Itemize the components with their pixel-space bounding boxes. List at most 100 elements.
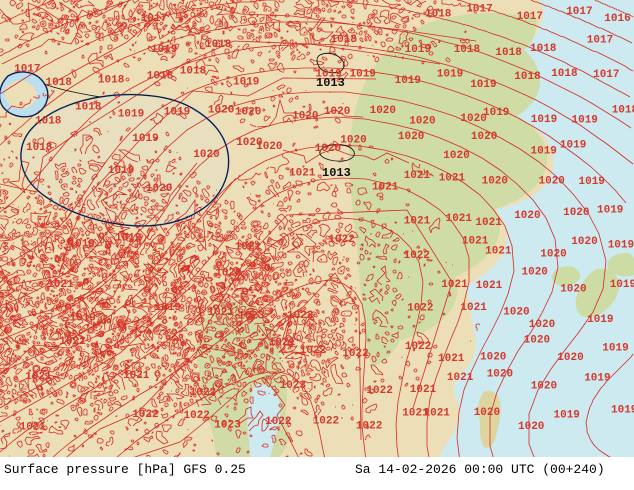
svg-text:1019: 1019 (602, 343, 628, 355)
svg-text:1022: 1022 (366, 385, 392, 397)
svg-text:1022: 1022 (328, 234, 354, 246)
svg-text:1021: 1021 (20, 421, 47, 433)
svg-text:1019: 1019 (554, 410, 580, 422)
svg-text:1019: 1019 (115, 232, 141, 244)
svg-text:1017: 1017 (593, 69, 619, 81)
svg-text:1021: 1021 (446, 213, 473, 225)
svg-text:1013: 1013 (322, 166, 351, 180)
svg-text:1019: 1019 (395, 75, 421, 87)
svg-text:1020: 1020 (235, 106, 261, 118)
svg-text:1022: 1022 (404, 250, 430, 262)
svg-text:1018: 1018 (35, 116, 62, 128)
svg-text:1021: 1021 (123, 370, 150, 382)
svg-text:1022: 1022 (287, 310, 313, 322)
svg-text:1020: 1020 (539, 175, 565, 187)
svg-text:1020: 1020 (529, 319, 555, 331)
svg-text:1020: 1020 (471, 131, 497, 143)
svg-text:1019: 1019 (579, 176, 605, 188)
svg-text:1020: 1020 (208, 104, 234, 116)
svg-text:1020: 1020 (563, 207, 589, 219)
svg-text:1022: 1022 (407, 302, 433, 314)
svg-text:1018: 1018 (147, 70, 174, 82)
svg-text:1022: 1022 (184, 410, 210, 422)
svg-text:1022: 1022 (132, 409, 158, 421)
svg-text:1020: 1020 (215, 267, 241, 279)
svg-text:1019: 1019 (164, 107, 190, 119)
svg-text:1021: 1021 (475, 217, 502, 229)
svg-text:1018: 1018 (26, 142, 53, 154)
svg-text:1021: 1021 (269, 337, 296, 349)
svg-text:1021: 1021 (485, 245, 512, 257)
svg-text:1021: 1021 (404, 170, 431, 182)
svg-text:1020: 1020 (474, 407, 500, 419)
svg-text:1019: 1019 (597, 205, 623, 217)
svg-text:1021: 1021 (438, 353, 465, 365)
svg-text:1018: 1018 (331, 34, 358, 46)
svg-text:1020: 1020 (324, 106, 350, 118)
svg-text:1018: 1018 (75, 101, 102, 113)
svg-text:1013: 1013 (316, 76, 345, 90)
svg-text:1020: 1020 (315, 143, 341, 155)
svg-text:1018: 1018 (98, 75, 125, 87)
svg-text:1020: 1020 (193, 149, 219, 161)
svg-text:1017: 1017 (566, 6, 592, 18)
svg-text:1023: 1023 (214, 420, 241, 432)
svg-text:1016: 1016 (604, 13, 630, 25)
svg-text:1021: 1021 (439, 173, 466, 185)
svg-text:1018: 1018 (530, 43, 557, 55)
svg-text:1019: 1019 (483, 107, 509, 119)
svg-text:1019: 1019 (560, 140, 586, 152)
svg-text:1019: 1019 (470, 79, 496, 91)
svg-text:1019: 1019 (132, 133, 158, 145)
svg-text:1017: 1017 (587, 35, 613, 47)
svg-text:1019: 1019 (405, 44, 431, 56)
svg-text:1021: 1021 (460, 302, 487, 314)
svg-text:1019: 1019 (611, 405, 634, 417)
svg-text:1019: 1019 (531, 145, 557, 157)
svg-text:1020: 1020 (409, 115, 435, 127)
svg-text:1018: 1018 (425, 8, 452, 20)
svg-text:1019: 1019 (608, 240, 634, 252)
svg-text:1023: 1023 (280, 380, 307, 392)
svg-text:1020: 1020 (540, 249, 566, 261)
svg-text:1019: 1019 (233, 77, 259, 89)
svg-text:1021: 1021 (59, 336, 86, 348)
svg-text:1020: 1020 (146, 183, 172, 195)
svg-text:1021: 1021 (372, 182, 399, 194)
svg-text:1017: 1017 (517, 11, 543, 23)
svg-text:1020: 1020 (571, 236, 597, 248)
svg-text:1020: 1020 (370, 105, 396, 117)
svg-text:1018: 1018 (495, 47, 522, 59)
svg-text:1022: 1022 (342, 348, 368, 360)
svg-text:1022: 1022 (190, 387, 216, 399)
svg-text:1020: 1020 (531, 381, 557, 393)
svg-text:1021: 1021 (47, 279, 74, 291)
svg-text:1021: 1021 (404, 216, 431, 228)
svg-text:1019: 1019 (350, 68, 376, 80)
svg-text:1019: 1019 (108, 165, 134, 177)
svg-text:1018: 1018 (205, 39, 232, 51)
svg-text:1019: 1019 (151, 44, 177, 56)
svg-text:1020: 1020 (560, 284, 586, 296)
svg-text:1020: 1020 (480, 352, 506, 364)
svg-text:1018: 1018 (180, 65, 207, 77)
svg-text:1018: 1018 (454, 44, 481, 56)
svg-text:1019: 1019 (118, 109, 144, 121)
svg-text:1019: 1019 (584, 373, 610, 385)
svg-text:1018: 1018 (551, 68, 578, 80)
svg-text:1021: 1021 (424, 408, 451, 420)
svg-text:1022: 1022 (356, 420, 382, 432)
svg-text:1021: 1021 (208, 307, 235, 319)
svg-text:1020: 1020 (340, 135, 366, 147)
svg-text:1018: 1018 (46, 77, 73, 89)
svg-text:1021: 1021 (289, 167, 316, 179)
svg-text:1022: 1022 (405, 341, 431, 353)
svg-text:1020: 1020 (522, 266, 548, 278)
svg-text:1021: 1021 (447, 372, 474, 384)
svg-text:1019: 1019 (587, 314, 613, 326)
svg-text:1020: 1020 (443, 150, 469, 162)
svg-text:1019: 1019 (572, 115, 598, 127)
svg-text:1018: 1018 (514, 71, 541, 83)
svg-text:1018: 1018 (612, 104, 634, 116)
svg-text:1022: 1022 (265, 416, 291, 428)
